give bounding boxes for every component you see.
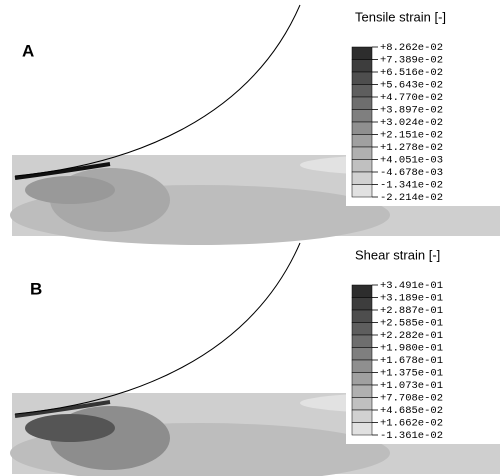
legend-swatch: [351, 121, 373, 135]
contact-band: [14, 400, 111, 418]
legend-swatch: [351, 71, 373, 85]
legend-level: +1.678e-01: [380, 355, 443, 367]
indenter-profile: [14, 242, 301, 415]
legend-swatch: [351, 146, 373, 160]
legend-level: +4.051e-03: [380, 154, 443, 166]
legend-level: +5.643e-02: [380, 79, 443, 91]
legend-level: +2.151e-02: [380, 129, 443, 141]
legend-level: +1.278e-02: [380, 142, 443, 154]
legend-swatch: [351, 284, 373, 298]
legend-swatch: [351, 59, 373, 73]
legend-swatch: [351, 322, 373, 336]
legend-swatch: [351, 359, 373, 373]
legend-swatch: [351, 309, 373, 323]
legend-level: -2.214e-02: [380, 192, 443, 204]
legend-level: -1.361e-02: [380, 430, 443, 442]
legend-level: +2.585e-01: [380, 317, 443, 329]
legend-swatch: [351, 397, 373, 411]
indenter-profile: [14, 4, 301, 177]
legend-swatch: [351, 384, 373, 398]
contour: [25, 414, 115, 442]
legend-level: +1.375e-01: [380, 367, 443, 379]
panel-label: B: [30, 279, 42, 298]
legend-level: +1.662e-02: [380, 417, 443, 429]
legend-swatch: [351, 46, 373, 60]
legend-swatch: [351, 109, 373, 123]
legend-level: +7.389e-02: [380, 54, 443, 66]
panel-label: A: [22, 41, 34, 60]
legend-level: +6.516e-02: [380, 67, 443, 79]
contact-band: [14, 162, 111, 180]
legend-swatch: [351, 422, 373, 436]
legend-swatch: [351, 184, 373, 198]
legend-level: +1.073e-01: [380, 380, 443, 392]
legend-level: +4.685e-02: [380, 405, 443, 417]
legend-level: +2.282e-01: [380, 330, 443, 342]
legend-title: Tensile strain [-]: [355, 9, 446, 24]
legend-level: +3.491e-01: [380, 280, 443, 292]
legend-swatch: [351, 297, 373, 311]
contour: [25, 176, 115, 204]
legend-level: +4.770e-02: [380, 92, 443, 104]
legend-level: +3.897e-02: [380, 104, 443, 116]
legend-swatch: [351, 159, 373, 173]
legend-title: Shear strain [-]: [355, 247, 440, 262]
legend-level: -1.341e-02: [380, 179, 443, 191]
legend-level: +8.262e-02: [380, 42, 443, 54]
legend-level: +7.708e-02: [380, 392, 443, 404]
legend-level: +3.189e-01: [380, 292, 443, 304]
legend-level: +1.980e-01: [380, 342, 443, 354]
legend-swatch: [351, 334, 373, 348]
legend-swatch: [351, 409, 373, 423]
legend-level: -4.678e-03: [380, 167, 443, 179]
legend-swatch: [351, 372, 373, 386]
legend-swatch: [351, 84, 373, 98]
legend-swatch: [351, 347, 373, 361]
legend-swatch: [351, 171, 373, 185]
legend-swatch: [351, 96, 373, 110]
legend-swatch: [351, 134, 373, 148]
legend-level: +2.887e-01: [380, 305, 443, 317]
legend-level: +3.024e-02: [380, 117, 443, 129]
